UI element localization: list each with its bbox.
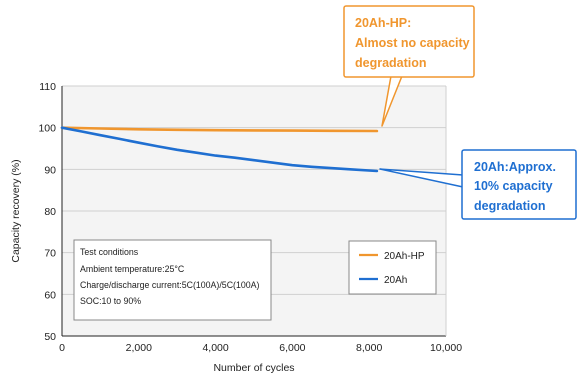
legend-label-20ah-hp: 20Ah-HP (384, 251, 425, 262)
x-tick-label: 10,000 (430, 342, 462, 354)
x-tick-label: 0 (59, 342, 65, 354)
x-tick-label: 8,000 (356, 342, 382, 354)
callout-20ah-line: degradation (474, 199, 546, 213)
test-condition-line: Charge/discharge current:5C(100A)/5C(100… (80, 280, 260, 290)
y-tick-label: 100 (38, 123, 56, 135)
x-tick-label: 4,000 (202, 342, 228, 354)
series-lines (60, 126, 379, 173)
callout-20ah-box (461, 149, 577, 220)
y-tick-label: 70 (44, 248, 56, 260)
y-axis-title: Capacity recovery (%) (10, 159, 22, 262)
series-line-20ah-hp (60, 126, 379, 133)
legend-label-20ah: 20Ah (384, 275, 407, 286)
callout-20ah-line: 20Ah:Approx. (474, 160, 556, 174)
callout-20ah-line: 10% capacity (474, 179, 553, 193)
y-tick-label: 50 (44, 331, 56, 343)
y-tick-labels: 50 60 70 80 90 100 110 (38, 81, 56, 343)
test-conditions-title: Test conditions (80, 247, 139, 257)
legend: 20Ah-HP 20Ah (348, 240, 437, 295)
x-tick-label: 2,000 (126, 342, 152, 354)
x-tick-labels: 0 2,000 4,000 6,000 8,000 10,000 (59, 342, 462, 354)
x-tick-label: 6,000 (279, 342, 305, 354)
legend-frame (348, 240, 437, 295)
test-condition-line: SOC:10 to 90% (80, 296, 141, 306)
callout-20ah: 20Ah:Approx. 10% capacity degradation (379, 149, 577, 220)
y-tick-label: 110 (39, 81, 56, 93)
callout-20ah-hp-box (343, 5, 475, 78)
callout-20ah-hp-line: Almost no capacity (355, 36, 470, 50)
y-tick-label: 60 (44, 289, 56, 301)
series-line-20ah (60, 126, 379, 173)
x-axis-title: Number of cycles (213, 362, 294, 374)
test-conditions-box: Test conditions Ambient temperature:25°C… (73, 239, 272, 321)
y-tick-label: 80 (44, 206, 56, 218)
callout-20ah-hp-line: degradation (355, 56, 427, 70)
callout-20ah-hp: 20Ah-HP: Almost no capacity degradation (343, 5, 475, 127)
test-condition-line: Ambient temperature:25°C (80, 264, 185, 274)
y-tick-label: 90 (44, 164, 56, 176)
test-conditions-frame (73, 239, 272, 321)
callout-20ah-hp-line: 20Ah-HP: (355, 16, 411, 30)
